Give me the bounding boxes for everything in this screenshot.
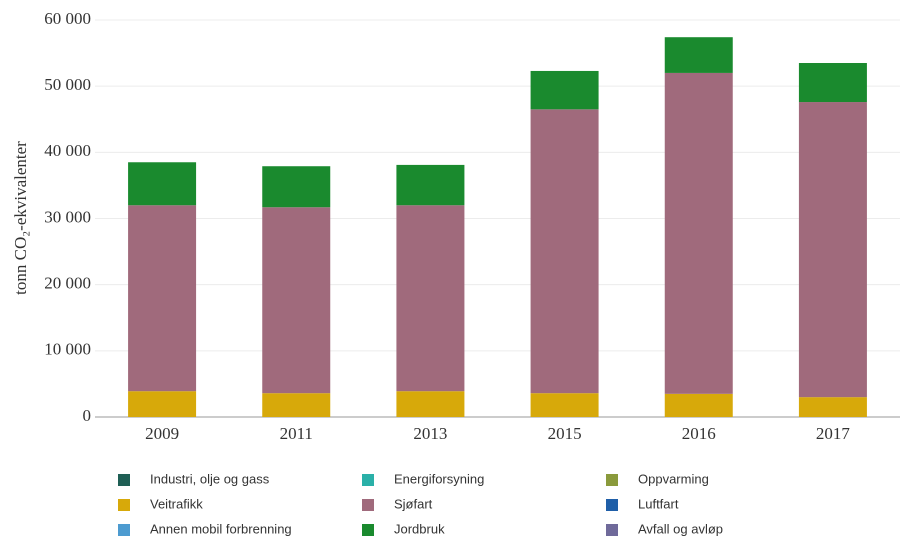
bar-segment	[396, 205, 465, 392]
bar-segment	[128, 205, 197, 392]
bar-segment	[798, 397, 867, 417]
legend-swatch	[118, 474, 130, 486]
bar-segment	[664, 393, 733, 417]
legend-label: Avfall og avløp	[638, 521, 723, 536]
y-tick-label: 20 000	[44, 274, 91, 293]
bar-segment	[530, 109, 599, 394]
bar-segment	[530, 70, 599, 110]
bar-segment	[396, 391, 465, 417]
legend-swatch	[362, 524, 374, 536]
bar-segment	[798, 102, 867, 398]
y-tick-label: 30 000	[44, 207, 91, 226]
x-tick-label: 2015	[548, 424, 582, 443]
legend-swatch	[606, 499, 618, 511]
legend-label: Veitrafikk	[150, 496, 203, 511]
legend-swatch	[606, 524, 618, 536]
bar-segment	[262, 207, 331, 394]
bar-segment	[664, 37, 733, 73]
bar-segment	[530, 393, 599, 417]
x-tick-label: 2013	[413, 424, 447, 443]
legend-label: Luftfart	[638, 496, 679, 511]
y-tick-label: 50 000	[44, 75, 91, 94]
legend-label: Industri, olje og gass	[150, 471, 270, 486]
bar-segment	[798, 63, 867, 103]
bar-segment	[664, 72, 733, 394]
x-tick-label: 2017	[816, 424, 851, 443]
x-tick-label: 2009	[145, 424, 179, 443]
legend-label: Oppvarming	[638, 471, 709, 486]
legend-swatch	[118, 499, 130, 511]
bar-segment	[396, 164, 465, 206]
y-tick-label: 60 000	[44, 9, 91, 28]
legend-label: Energiforsyning	[394, 471, 484, 486]
legend-swatch	[118, 524, 130, 536]
bar-segment	[128, 391, 197, 417]
x-tick-label: 2016	[682, 424, 716, 443]
x-tick-label: 2011	[280, 424, 313, 443]
y-tick-label: 10 000	[44, 340, 91, 359]
y-tick-label: 0	[83, 406, 92, 425]
legend-label: Annen mobil forbrenning	[150, 521, 292, 536]
legend-swatch	[606, 474, 618, 486]
legend-swatch	[362, 474, 374, 486]
y-axis-label: tonn CO₂-ekvivalenter	[11, 141, 30, 295]
legend-label: Jordbruk	[394, 521, 445, 536]
bar-segment	[262, 393, 331, 417]
legend-label: Sjøfart	[394, 496, 433, 511]
legend-swatch	[362, 499, 374, 511]
y-tick-label: 40 000	[44, 141, 91, 160]
bar-segment	[128, 162, 197, 206]
bar-segment	[262, 166, 331, 208]
